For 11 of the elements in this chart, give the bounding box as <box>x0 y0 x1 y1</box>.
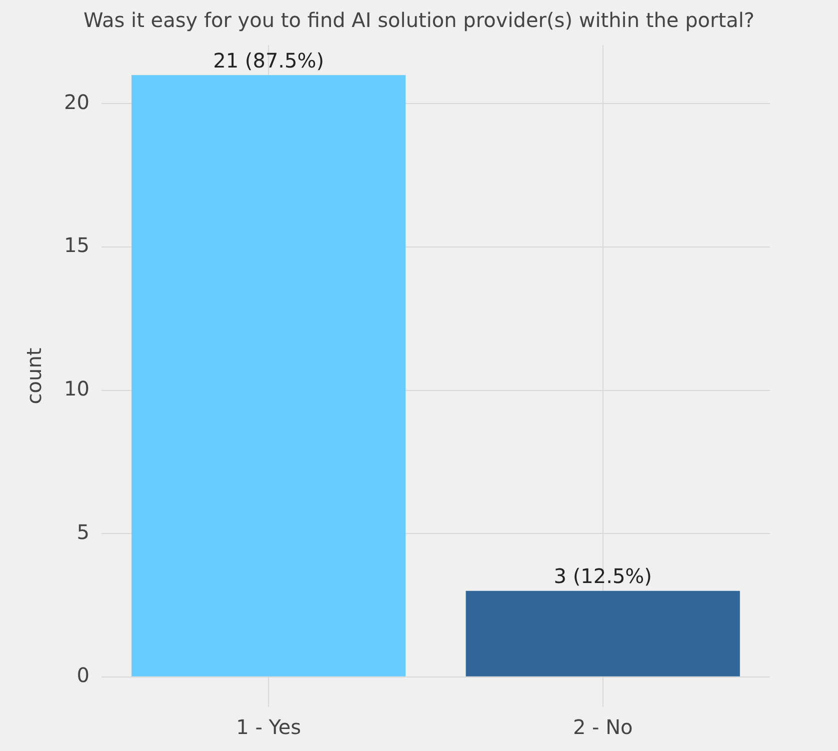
data-label: 21 (87.5%) <box>213 48 324 72</box>
x-tick-label: 2 - No <box>572 715 633 740</box>
y-tick-label: 15 <box>64 233 90 258</box>
y-tick-label: 10 <box>64 376 90 401</box>
y-axis-title: count <box>22 348 46 404</box>
chart-title: Was it easy for you to find AI solution provider(s) within the portal? <box>82 8 756 32</box>
y-tick-label: 0 <box>76 663 90 688</box>
y-tick-label: 20 <box>64 90 90 114</box>
x-tick-label: 1 - Yes <box>236 715 302 740</box>
y-tick-label: 5 <box>76 520 90 544</box>
data-label: 3 (12.5%) <box>554 564 652 588</box>
